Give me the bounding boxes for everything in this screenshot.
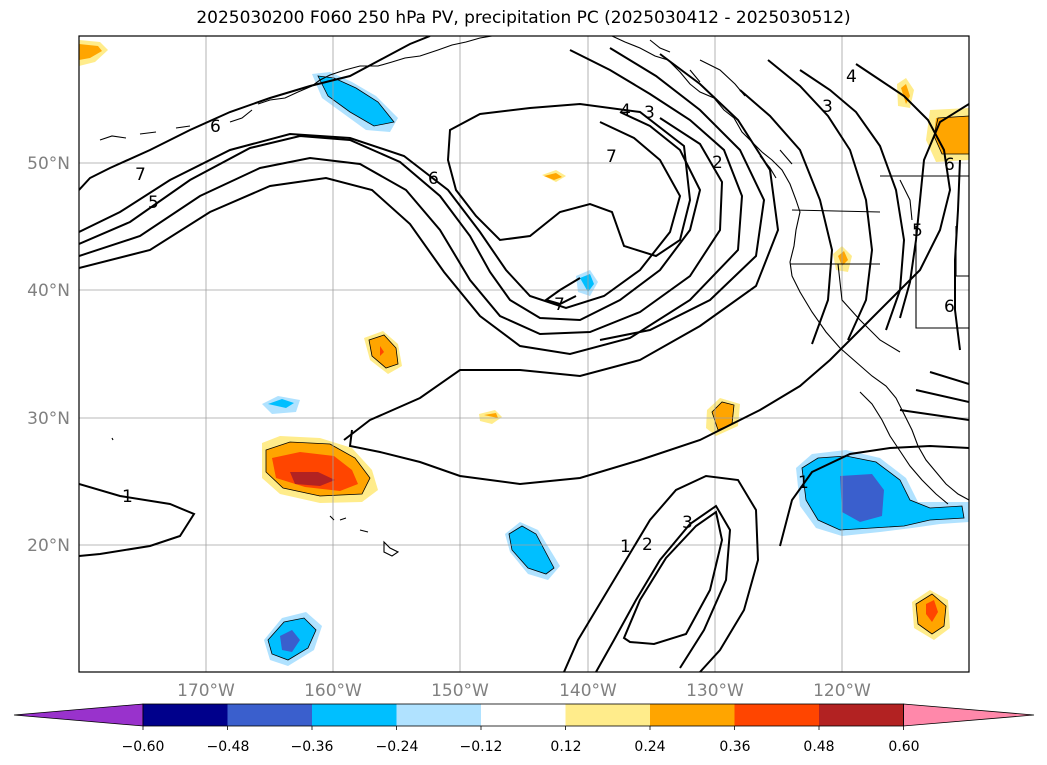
colorbar-segments — [13, 703, 1035, 730]
colorbar-segment — [227, 704, 312, 726]
lat-label: 30°N — [27, 409, 70, 429]
contour-label: 6 — [210, 117, 221, 137]
colorbar: −0.60 −0.48 −0.36 −0.24 −0.12 0.12 0.24 … — [13, 703, 1035, 755]
colorbar-segment — [312, 704, 397, 726]
colorbar-segment — [396, 704, 481, 726]
lon-label: 160°W — [304, 681, 362, 701]
longitude-labels: 170°W 160°W 150°W 140°W 130°W 120°W — [177, 681, 871, 701]
lon-label: 120°W — [813, 681, 871, 701]
colorbar-tick-label: −0.36 — [291, 739, 334, 755]
positive-anomaly-central-pacific — [262, 436, 378, 503]
gridlines — [79, 36, 969, 672]
colorbar-tick-label: 0.60 — [888, 739, 919, 755]
colorbar-extend-max — [903, 703, 1035, 727]
lon-label: 170°W — [177, 681, 235, 701]
plot-title: 2025030200 F060 250 hPa PV, precipitatio… — [196, 8, 851, 28]
colorbar-extend-min — [13, 703, 144, 727]
contour-label: 6 — [944, 297, 955, 317]
precip-outlines — [265, 75, 969, 661]
pv-contour-labels: 7 5 6 6 4 3 7 2 4 3 6 5 6 7 1 1 2 3 1 — [122, 67, 955, 557]
colorbar-tick-label: −0.12 — [460, 739, 503, 755]
positive-anomaly-small-blobs — [364, 78, 969, 640]
colorbar-segment — [143, 704, 228, 726]
lon-label: 140°W — [559, 681, 617, 701]
contour-label: 5 — [148, 193, 159, 213]
negative-anomaly-small-blobs — [262, 270, 598, 666]
contour-label: 6 — [944, 155, 955, 175]
colorbar-segment — [481, 704, 566, 726]
colorbar-ticks: −0.60 −0.48 −0.36 −0.24 −0.12 0.12 0.24 … — [122, 739, 920, 755]
precip-shading — [79, 40, 969, 666]
map-frame — [78, 35, 970, 673]
colorbar-segment — [650, 704, 735, 726]
colorbar-segment — [734, 704, 819, 726]
colorbar-tick-label: −0.24 — [376, 739, 419, 755]
colorbar-tick-label: −0.60 — [122, 739, 165, 755]
colorbar-tick-label: 0.48 — [803, 739, 834, 755]
contour-label: 2 — [642, 535, 653, 555]
colorbar-segment — [819, 704, 904, 726]
positive-anomaly-alaska-corner — [79, 40, 108, 66]
contour-label: 1 — [620, 537, 631, 557]
colorbar-tick-label: 0.24 — [634, 739, 665, 755]
colorbar-tick-label: 0.12 — [550, 739, 581, 755]
pv-contours — [79, 36, 969, 672]
lat-label: 40°N — [27, 281, 70, 301]
negative-anomaly-baja — [796, 450, 969, 536]
contour-label: 7 — [135, 165, 146, 185]
colorbar-segment — [565, 704, 650, 726]
contour-label: 4 — [846, 67, 857, 87]
contour-label: 6 — [428, 169, 439, 189]
colorbar-tick-label: −0.48 — [207, 739, 250, 755]
negative-anomaly-gulf-of-alaska — [312, 72, 398, 132]
contour-label: 3 — [822, 97, 833, 117]
contour-label: 7 — [554, 295, 565, 315]
colorbar-outline — [142, 703, 904, 727]
lat-label: 50°N — [27, 154, 70, 174]
contour-label: 3 — [644, 103, 655, 123]
contour-label: 1 — [122, 487, 133, 507]
contour-label: 2 — [712, 153, 723, 173]
latitude-labels: 50°N 40°N 30°N 20°N — [27, 154, 70, 556]
colorbar-tick-label: 0.36 — [719, 739, 750, 755]
contour-label: 3 — [682, 513, 693, 533]
contour-label: 4 — [620, 101, 631, 121]
contour-label: 1 — [798, 473, 809, 493]
lon-label: 130°W — [686, 681, 744, 701]
contour-label: 5 — [912, 221, 923, 241]
contour-label: 7 — [606, 147, 617, 167]
lat-label: 20°N — [27, 536, 70, 556]
lon-label: 150°W — [431, 681, 489, 701]
